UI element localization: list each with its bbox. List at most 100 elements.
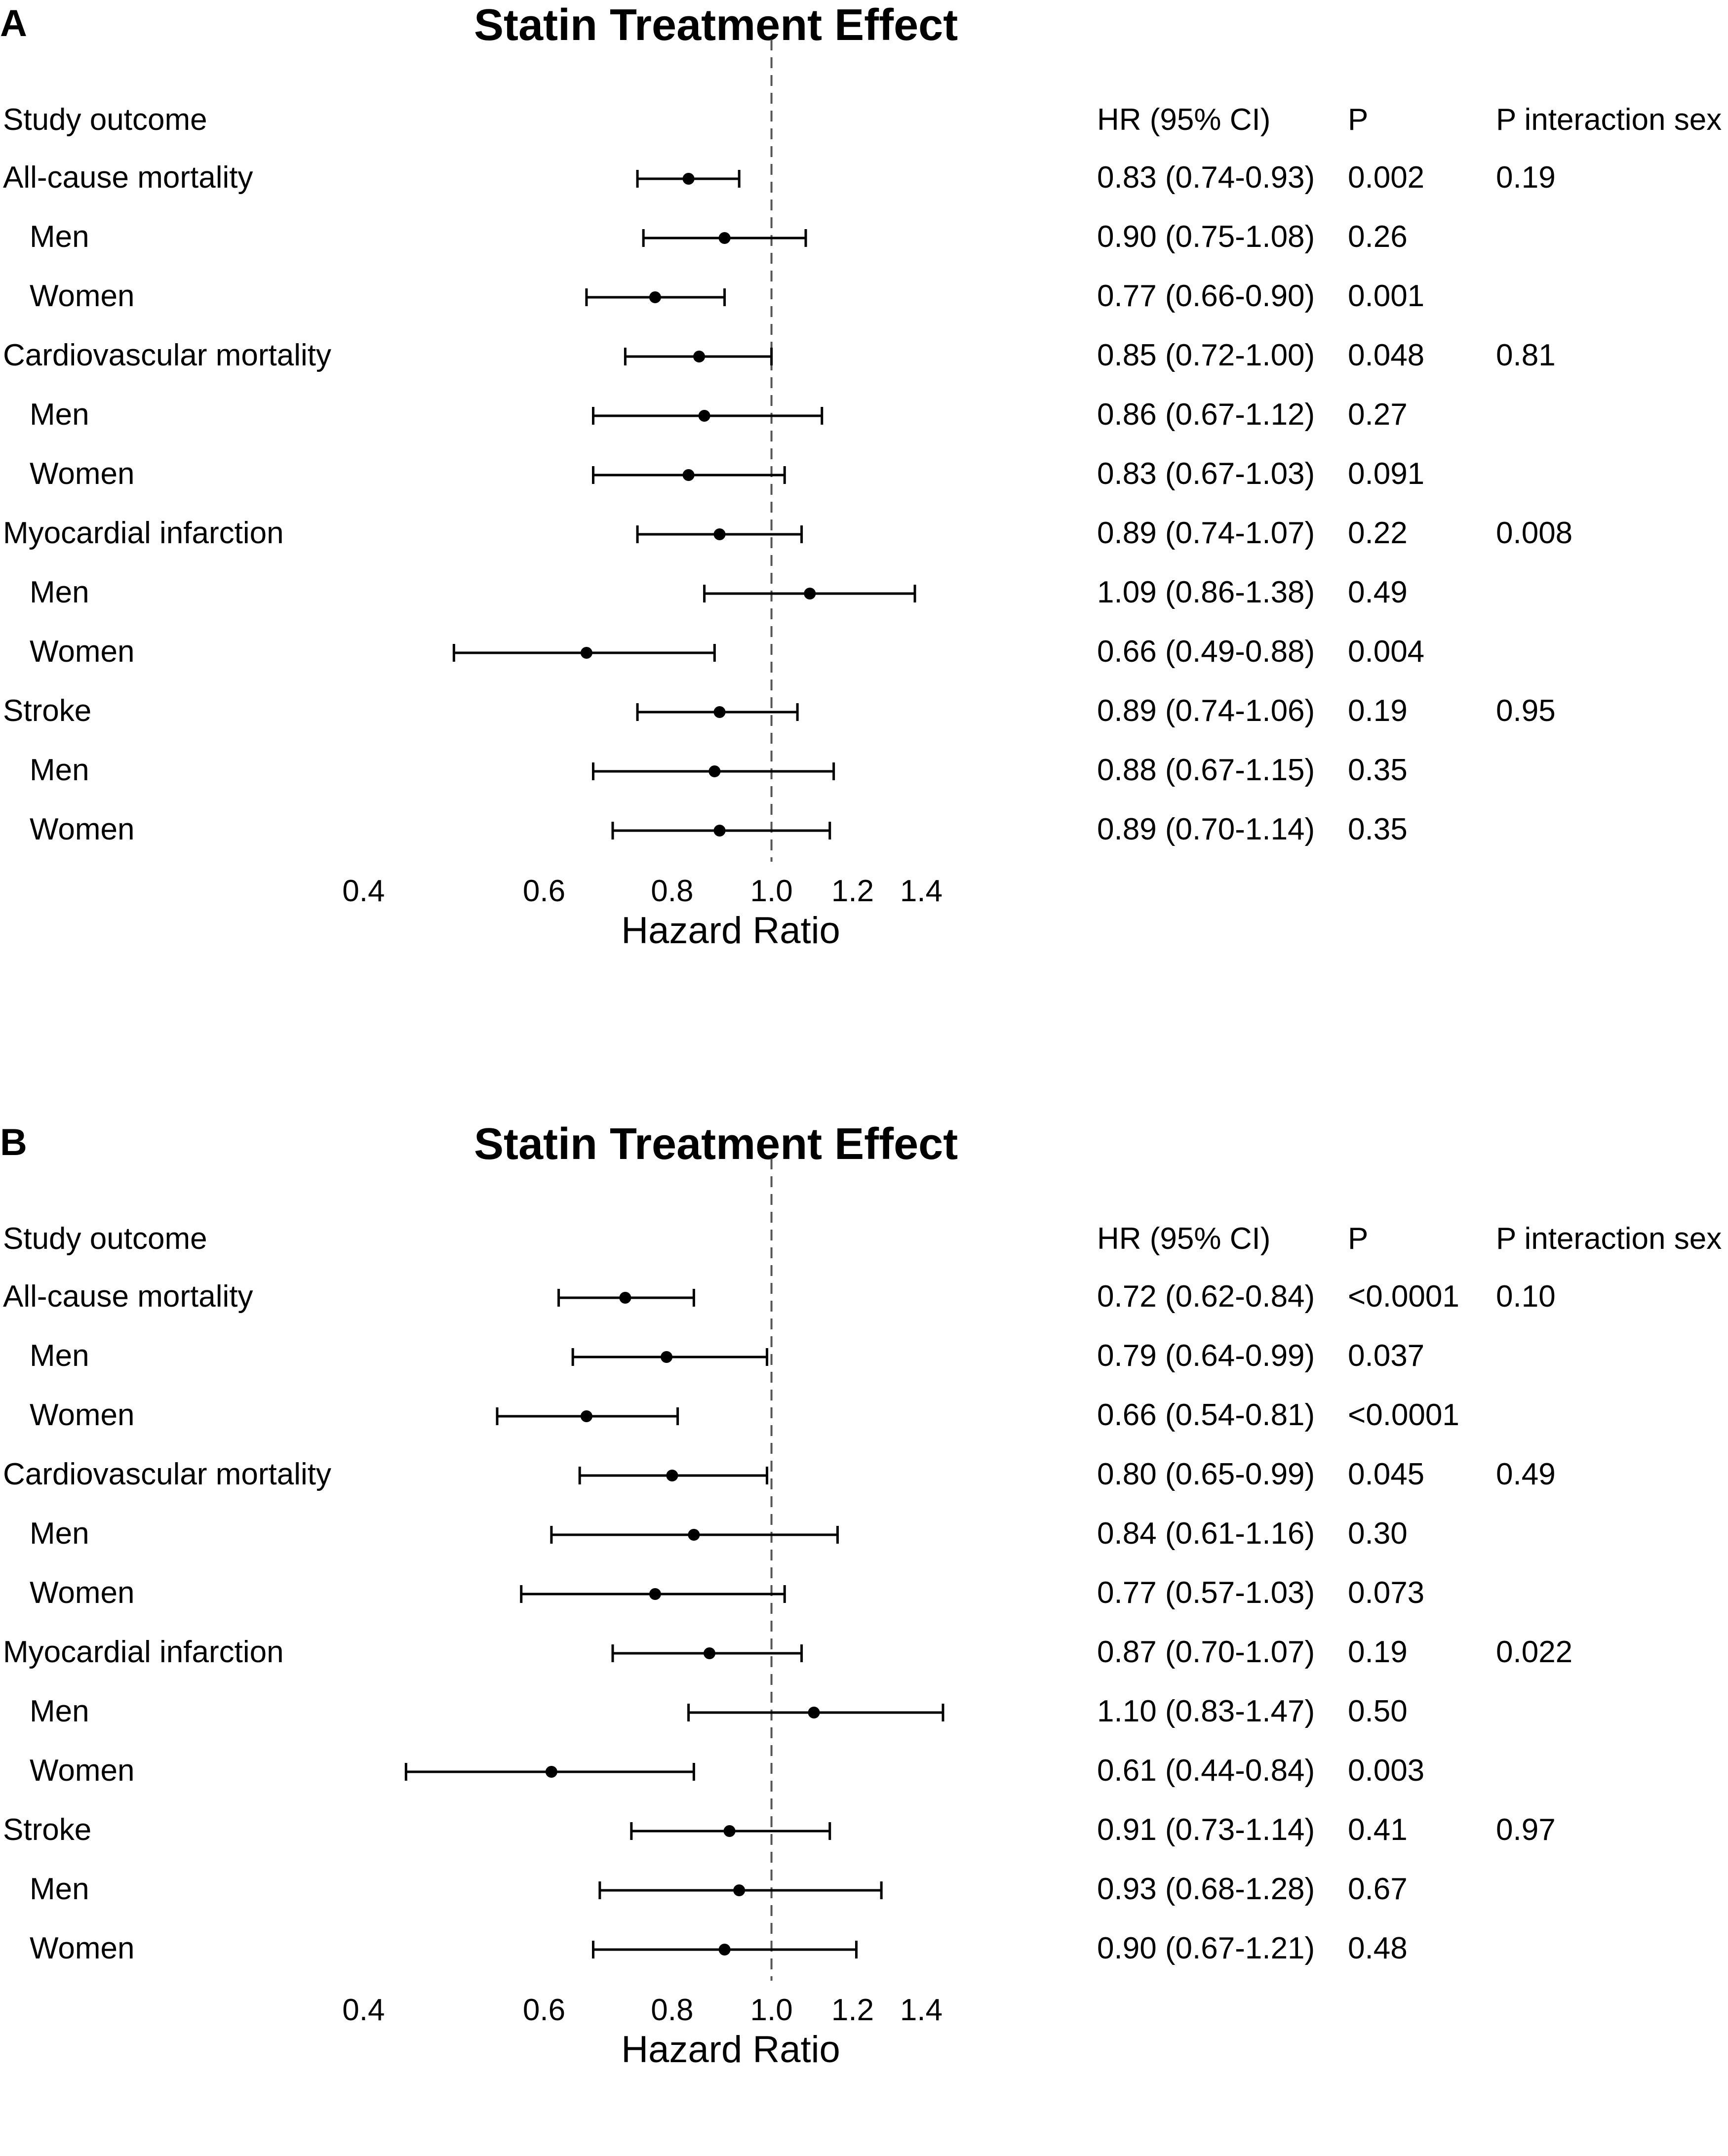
column-header-p: P (1348, 103, 1369, 137)
hr-point (649, 291, 661, 303)
row-label: Cardiovascular mortality (3, 338, 331, 372)
x-tick-label: 0.4 (342, 1993, 385, 2027)
column-header-p: P (1348, 1222, 1369, 1256)
p-value: 0.048 (1348, 338, 1425, 372)
hr-ci-value: 0.77 (0.66-0.90) (1097, 279, 1315, 313)
row-label: Women (30, 457, 135, 491)
hr-ci-value: 0.66 (0.54-0.81) (1097, 1398, 1315, 1432)
column-header-outcome: Study outcome (3, 103, 207, 137)
hr-ci-value: 0.66 (0.49-0.88) (1097, 635, 1315, 669)
hr-point (713, 528, 726, 540)
row-label: Men (30, 575, 89, 609)
x-tick-label: 1.2 (831, 1993, 874, 2027)
hr-ci-value: 0.84 (0.61-1.16) (1097, 1517, 1315, 1551)
row-label: Stroke (3, 694, 92, 728)
x-tick-label: 1.4 (900, 1993, 943, 2027)
p-value: 0.091 (1348, 457, 1425, 491)
row-label: Women (30, 1931, 135, 1965)
p-value: 0.003 (1348, 1754, 1425, 1788)
hr-point (708, 765, 721, 777)
hr-ci-value: 0.93 (0.68-1.28) (1097, 1872, 1315, 1906)
hr-ci-value: 0.72 (0.62-0.84) (1097, 1279, 1315, 1314)
hr-point (713, 706, 726, 718)
p-interaction-value: 0.97 (1496, 1813, 1556, 1847)
hr-point (619, 1292, 631, 1304)
chart-title: Statin Treatment Effect (474, 0, 958, 50)
p-interaction-value: 0.19 (1496, 160, 1556, 195)
hr-point (693, 351, 706, 362)
hr-point (718, 232, 731, 244)
hr-point (682, 469, 695, 481)
row-label: Women (30, 635, 135, 669)
column-header-hr: HR (95% CI) (1097, 1222, 1271, 1256)
x-tick-label: 1.2 (831, 874, 874, 908)
hr-point (661, 1351, 673, 1363)
p-value: 0.037 (1348, 1339, 1425, 1373)
hr-ci-value: 0.85 (0.72-1.00) (1097, 338, 1315, 372)
p-value: 0.35 (1348, 753, 1408, 787)
row-label: Men (30, 1339, 89, 1373)
p-value: <0.0001 (1348, 1398, 1459, 1432)
row-label: All-cause mortality (3, 1279, 253, 1314)
x-tick-label: 1.0 (750, 874, 793, 908)
row-label: Women (30, 1576, 135, 1610)
row-label: All-cause mortality (3, 160, 253, 195)
hr-ci-value: 0.83 (0.67-1.03) (1097, 457, 1315, 491)
p-value: 0.41 (1348, 1813, 1408, 1847)
p-value: 0.004 (1348, 635, 1425, 669)
p-value: 0.19 (1348, 1635, 1408, 1669)
chart-title: Statin Treatment Effect (474, 1119, 958, 1169)
x-tick-label: 1.0 (750, 1993, 793, 2027)
hr-ci-value: 0.87 (0.70-1.07) (1097, 1635, 1315, 1669)
column-header-p-interaction: P interaction sex (1496, 103, 1722, 137)
hr-ci-value: 0.90 (0.75-1.08) (1097, 220, 1315, 254)
x-tick-label: 0.4 (342, 874, 385, 908)
row-label: Men (30, 220, 89, 254)
column-header-p-interaction: P interaction sex (1496, 1222, 1722, 1256)
hr-point (704, 1647, 716, 1659)
row-label: Stroke (3, 1813, 92, 1847)
p-interaction-value: 0.008 (1496, 516, 1573, 550)
hr-point (733, 1884, 746, 1896)
p-value: 0.002 (1348, 160, 1425, 195)
row-label: Men (30, 753, 89, 787)
p-value: 0.67 (1348, 1872, 1408, 1906)
row-label: Women (30, 1754, 135, 1788)
hr-ci-value: 0.80 (0.65-0.99) (1097, 1457, 1315, 1491)
hr-ci-value: 0.83 (0.74-0.93) (1097, 160, 1315, 195)
x-axis-label: Hazard Ratio (621, 910, 840, 952)
p-value: 0.045 (1348, 1457, 1425, 1491)
hr-point (682, 173, 695, 185)
hr-point (723, 1825, 736, 1837)
p-value: 0.001 (1348, 279, 1425, 313)
row-label: Men (30, 1694, 89, 1728)
panel-letter: A (0, 2, 27, 44)
column-header-hr: HR (95% CI) (1097, 103, 1271, 137)
row-label: Myocardial infarction (3, 516, 284, 550)
hr-ci-value: 0.77 (0.57-1.03) (1097, 1576, 1315, 1610)
hr-point (580, 1410, 592, 1422)
p-interaction-value: 0.49 (1496, 1457, 1556, 1491)
row-label: Men (30, 1517, 89, 1551)
p-value: 0.50 (1348, 1694, 1408, 1728)
p-value: 0.35 (1348, 812, 1408, 846)
hr-point (718, 1944, 731, 1956)
forest-plot-panel-b: B Statin Treatment Effect Study outcome … (0, 1119, 1728, 2156)
p-value: 0.22 (1348, 516, 1408, 550)
x-tick-label: 0.6 (523, 874, 565, 908)
hr-ci-value: 0.88 (0.67-1.15) (1097, 753, 1315, 787)
row-label: Myocardial infarction (3, 1635, 284, 1669)
p-value: 0.27 (1348, 398, 1408, 432)
hr-ci-value: 0.91 (0.73-1.14) (1097, 1813, 1315, 1847)
p-value: 0.19 (1348, 694, 1408, 728)
hr-ci-value: 1.10 (0.83-1.47) (1097, 1694, 1315, 1728)
x-tick-label: 0.8 (651, 1993, 693, 2027)
row-label: Men (30, 398, 89, 432)
hr-ci-value: 0.79 (0.64-0.99) (1097, 1339, 1315, 1373)
p-value: <0.0001 (1348, 1279, 1459, 1314)
x-tick-label: 0.6 (523, 1993, 565, 2027)
p-interaction-value: 0.95 (1496, 694, 1556, 728)
row-label: Men (30, 1872, 89, 1906)
forest-plot-svg: 0.4 0.6 0.8 1.0 1.2 1.4 Hazard Ratio (342, 1158, 944, 2071)
hr-point (649, 1588, 661, 1600)
